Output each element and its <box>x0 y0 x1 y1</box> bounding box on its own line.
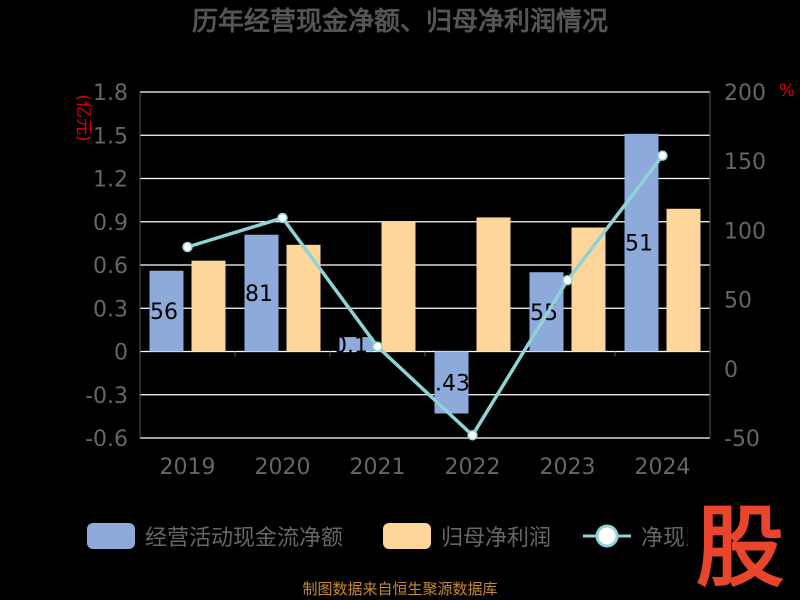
left-tick-label: 1.2 <box>93 168 128 193</box>
right-tick-label: 200 <box>724 81 766 106</box>
bar-cash-flow <box>339 337 374 352</box>
left-tick-label: 1.5 <box>93 124 128 149</box>
logo: 股 <box>688 495 800 600</box>
ratio-point <box>467 429 478 441</box>
bar-net-profit <box>666 208 701 352</box>
bar-data-label: 0.43 <box>421 371 470 396</box>
bar-net-profit <box>191 260 226 352</box>
left-tick-label: 0.6 <box>93 254 128 279</box>
legend-marker-ratio <box>595 524 619 548</box>
ratio-point <box>372 341 383 352</box>
ratio-point <box>562 274 573 286</box>
left-tick-label: 0.3 <box>93 297 128 322</box>
x-axis-ticks: 2019 2020 2021 2022 2023 2024 <box>160 351 691 480</box>
left-axis-unit: (亿元) <box>73 94 93 141</box>
x-tick-label: 2023 <box>540 455 596 480</box>
bar-cash-flow <box>149 270 184 352</box>
left-tick-label: 0 <box>114 341 128 366</box>
left-tick-label: 1.8 <box>93 81 128 106</box>
left-tick-label: -0.6 <box>85 427 128 452</box>
left-tick-label: 0.9 <box>93 211 128 236</box>
bar-net-profit <box>381 221 416 352</box>
bar-data-label: .81 <box>238 282 273 307</box>
logo-glyph: 股 <box>696 496 784 599</box>
x-tick-label: 2021 <box>350 455 406 480</box>
right-axis-ticks: 200 150 100 50 0 -50 <box>724 81 766 452</box>
bar-data-label: .51 <box>618 232 653 257</box>
line-series <box>182 150 668 441</box>
bar-data-label: 0.1 <box>333 333 368 358</box>
legend: 经营活动现金流净额 归母净利润 净现比 <box>87 523 707 551</box>
right-axis-unit: % <box>779 81 795 101</box>
ratio-line <box>186 154 664 438</box>
x-tick-label: 2024 <box>635 455 691 480</box>
chart-title: 历年经营现金净额、归母净利润情况 <box>192 6 608 37</box>
x-tick-label: 2020 <box>255 455 311 480</box>
footer-source: 制图数据来自恒生聚源数据库 <box>302 580 497 598</box>
bar-data-labels: .56.810.10.43.55.51 <box>143 232 653 397</box>
legend-swatch-cash-flow <box>87 523 135 549</box>
ratio-point <box>182 241 193 253</box>
bar-net-profit <box>571 227 606 352</box>
ratio-point <box>277 212 288 224</box>
left-tick-label: -0.3 <box>85 384 128 409</box>
logo-backdrop <box>688 495 800 600</box>
bar-cash-flow <box>244 234 279 352</box>
x-tick-label: 2022 <box>445 455 501 480</box>
bar-series <box>149 133 701 414</box>
right-tick-label: 100 <box>724 219 766 244</box>
legend-label-cash-flow: 经营活动现金流净额 <box>145 526 343 551</box>
legend-swatch-net-profit <box>383 523 431 549</box>
right-tick-label: 0 <box>724 358 738 383</box>
x-tick-label: 2019 <box>160 455 216 480</box>
right-tick-label: -50 <box>724 427 760 452</box>
right-tick-label: 50 <box>724 289 752 314</box>
ratio-point <box>657 150 668 161</box>
left-axis-ticks: 1.8 1.5 1.2 0.9 0.6 0.3 0 -0.3 -0.6 <box>85 81 128 452</box>
right-tick-label: 150 <box>724 150 766 175</box>
legend-label-net-profit: 归母净利润 <box>441 526 551 551</box>
bar-net-profit <box>476 217 511 352</box>
bar-data-label: .56 <box>143 300 178 325</box>
